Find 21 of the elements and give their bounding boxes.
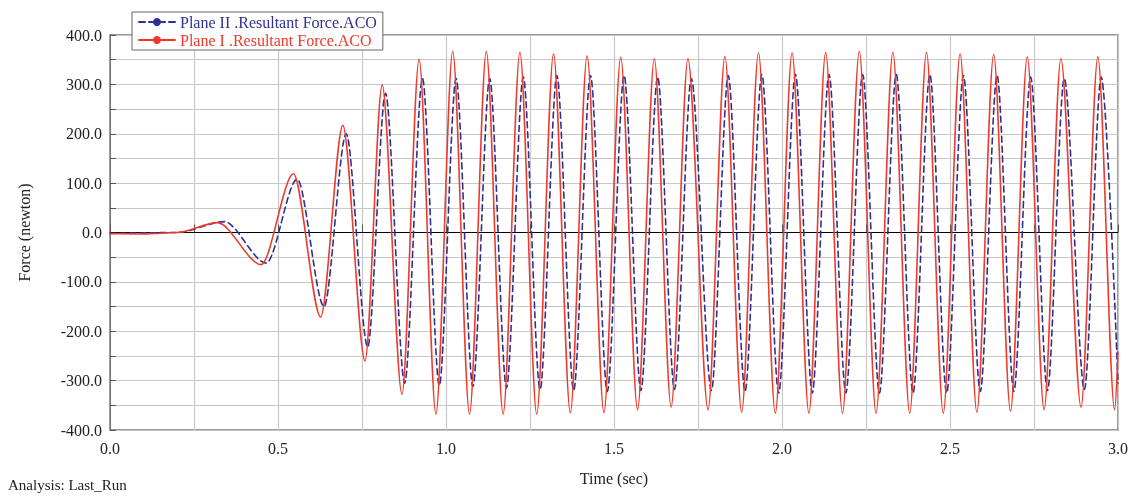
x-tick-label: 1.5 (604, 439, 624, 457)
y-tick-label: 200.0 (66, 125, 102, 143)
legend-label: Plane II .Resultant Force.ACO (180, 13, 377, 31)
y-tick-label: -200.0 (60, 322, 102, 340)
y-tick-label: 100.0 (66, 174, 102, 192)
x-tick-label: 2.5 (940, 439, 960, 457)
x-tick-label: 0.0 (100, 439, 120, 457)
y-tick-label: 300.0 (66, 75, 102, 93)
y-tick-label: -400.0 (60, 421, 102, 439)
x-tick-label: 1.0 (436, 439, 456, 457)
y-tick-label: 400.0 (66, 26, 102, 44)
legend-label: Plane I .Resultant Force.ACO (180, 31, 372, 49)
text: Analysis: Last_Run (8, 476, 128, 493)
y-tick-label: 0.0 (82, 224, 102, 241)
y-tick-label: -300.0 (60, 372, 102, 390)
x-axis-title: Time (sec) (579, 469, 649, 488)
x-tick-label: 2.0 (772, 439, 792, 457)
x-tick-label: 0.5 (268, 439, 288, 457)
x-tick-label: 3.0 (1108, 439, 1128, 457)
y-tick-label: -100.0 (60, 273, 102, 291)
y-axis-title: Force (newton) (15, 183, 34, 282)
